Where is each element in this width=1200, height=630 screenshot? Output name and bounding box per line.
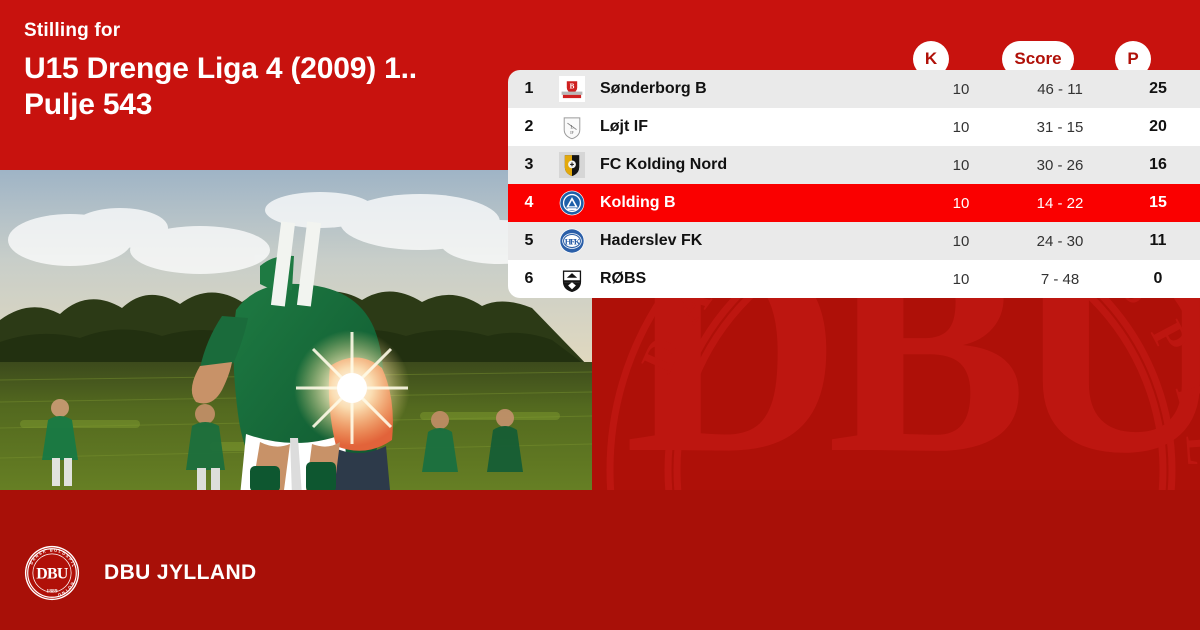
row-k: 10 xyxy=(952,156,970,174)
svg-text:L: L xyxy=(71,564,77,568)
svg-text:B: B xyxy=(570,82,575,90)
table-row[interactable]: 5 HFK Haderslev FK 10 24 - 30 11 xyxy=(508,222,1200,260)
row-points: 0 xyxy=(1153,270,1163,287)
row-rank: 4 xyxy=(524,194,534,211)
standings-table: 1 B Sønderborg B 10 46 - 11 25 2 xyxy=(508,70,1200,298)
fc-kolding-nord-crest-icon xyxy=(550,152,594,178)
svg-text:K: K xyxy=(42,549,47,555)
row-rank: 3 xyxy=(524,156,534,173)
row-points: 11 xyxy=(1149,232,1167,249)
svg-text:IF: IF xyxy=(570,131,574,135)
row-score: 24 - 30 xyxy=(1036,232,1084,250)
svg-text:N: N xyxy=(34,553,40,559)
robs-crest-icon xyxy=(550,266,594,292)
haderslev-fk-crest-icon: HFK xyxy=(550,228,594,254)
row-k: 10 xyxy=(952,118,970,136)
page-title: U15 Drenge Liga 4 (2009) 1.. Pulje 543 xyxy=(24,51,494,124)
table-row[interactable]: 2 L IF Løjt IF 10 31 - 15 20 xyxy=(508,108,1200,146)
svg-text:O: O xyxy=(67,585,73,591)
svg-text:N: N xyxy=(69,581,75,586)
row-team: FC Kolding Nord xyxy=(600,156,728,173)
svg-text:S: S xyxy=(38,550,43,556)
svg-text:O: O xyxy=(54,548,58,553)
svg-text:1889: 1889 xyxy=(46,589,57,595)
svg-text:DBU: DBU xyxy=(36,566,69,583)
row-team: Haderslev FK xyxy=(600,232,703,249)
lojt-if-crest-icon: L IF xyxy=(550,114,594,140)
svg-text:I: I xyxy=(1166,376,1200,407)
svg-text:HFK: HFK xyxy=(565,236,581,246)
svg-text:I: I xyxy=(70,561,75,564)
title-line-1: U15 Drenge Liga 4 (2009) 1.. xyxy=(24,51,417,85)
title-line-2: Pulje 543 xyxy=(24,88,153,122)
svg-text:P: P xyxy=(1141,313,1199,362)
table-row-highlighted[interactable]: 4 Kolding B 10 14 - 22 15 xyxy=(508,184,1200,222)
svg-text:I: I xyxy=(65,588,69,593)
footer-brand: DBU D A N S K B O L D S P I L N xyxy=(24,545,257,601)
row-points: 20 xyxy=(1149,118,1167,135)
footer-label: DBU JYLLAND xyxy=(104,561,257,584)
svg-text:P: P xyxy=(68,557,74,562)
svg-text:N: N xyxy=(61,590,66,596)
dbu-seal-icon: DBU D A N S K B O L D S P I L N xyxy=(24,545,80,601)
svg-text:D: D xyxy=(61,550,66,556)
row-points: 15 xyxy=(1149,194,1167,211)
svg-text:B: B xyxy=(50,547,53,552)
svg-text:A: A xyxy=(31,556,37,561)
row-score: 31 - 15 xyxy=(1036,118,1084,136)
row-k: 10 xyxy=(952,232,970,250)
row-score: 30 - 26 xyxy=(1036,156,1084,174)
kolding-b-crest-icon xyxy=(550,190,594,216)
table-row[interactable]: 6 RØBS 10 7 - 48 0 xyxy=(508,260,1200,298)
svg-text:L: L xyxy=(1176,433,1200,467)
svg-text:D: D xyxy=(28,560,34,565)
row-points: 25 xyxy=(1149,80,1167,97)
match-photo xyxy=(0,170,592,490)
row-k: 10 xyxy=(952,194,970,212)
row-rank: 6 xyxy=(524,270,534,287)
svg-text:L: L xyxy=(570,124,573,130)
row-k: 10 xyxy=(952,80,970,98)
row-score: 14 - 22 xyxy=(1036,194,1084,212)
headline-block: Stilling for U15 Drenge Liga 4 (2009) 1.… xyxy=(24,20,494,124)
svg-text:L: L xyxy=(58,549,63,555)
svg-text:S: S xyxy=(65,553,71,559)
kicker-text: Stilling for xyxy=(24,20,121,41)
sonderborg-b-crest-icon: B xyxy=(550,76,594,102)
row-team: Sønderborg B xyxy=(600,80,707,97)
table-row[interactable]: 3 FC Kolding Nord 10 30 - 26 16 xyxy=(508,146,1200,184)
row-points: 16 xyxy=(1149,156,1167,173)
row-rank: 1 xyxy=(524,80,534,97)
row-team: Løjt IF xyxy=(600,118,648,135)
row-team: RØBS xyxy=(600,270,647,287)
row-rank: 2 xyxy=(524,118,534,135)
row-score: 46 - 11 xyxy=(1037,80,1083,98)
svg-text:U: U xyxy=(57,592,61,598)
table-row[interactable]: 1 B Sønderborg B 10 46 - 11 25 xyxy=(508,70,1200,108)
row-team: Kolding B xyxy=(600,194,676,211)
row-rank: 5 xyxy=(524,232,534,249)
row-k: 10 xyxy=(952,270,970,288)
svg-text:D: D xyxy=(631,329,691,380)
row-score: 7 - 48 xyxy=(1040,270,1080,288)
